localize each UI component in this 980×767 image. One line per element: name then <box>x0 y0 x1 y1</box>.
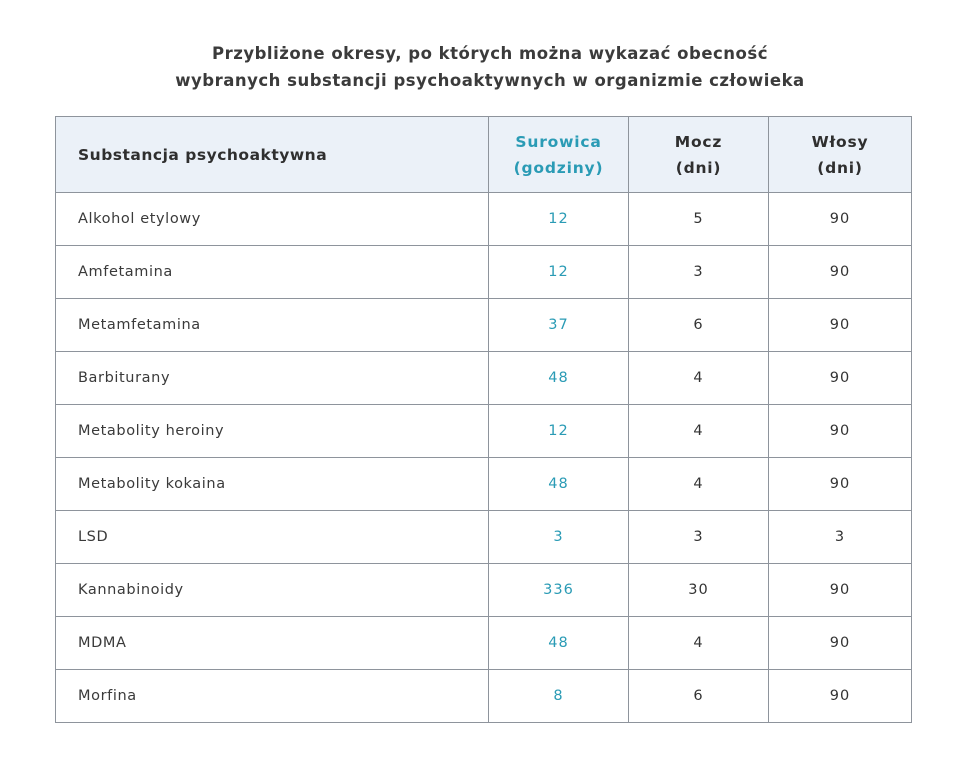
hair-value-cell: 90 <box>768 404 912 458</box>
serum-value-cell: 12 <box>488 245 629 299</box>
urine-value-cell: 5 <box>628 192 769 246</box>
column-header-urine-line2: (dni) <box>675 158 722 177</box>
table-row: Alkohol etylowy 12 5 90 <box>55 192 912 246</box>
column-header-substance: Substancja psychoaktywna <box>55 116 489 193</box>
hair-value-cell: 90 <box>768 457 912 511</box>
substance-name-cell: Metamfetamina <box>55 298 489 352</box>
substance-name-cell: Metabolity heroiny <box>55 404 489 458</box>
column-header-urine-line1: Mocz <box>674 132 723 151</box>
header-row: Substancja psychoaktywna Surowica (godzi… <box>55 116 912 193</box>
substance-name-cell: Amfetamina <box>55 245 489 299</box>
table-row: Morfina 8 6 90 <box>55 669 912 723</box>
substance-name-cell: Metabolity kokaina <box>55 457 489 511</box>
serum-value-cell: 8 <box>488 669 629 723</box>
column-header-hair-line2: (dni) <box>817 158 863 177</box>
table-row: Amfetamina 12 3 90 <box>55 245 912 299</box>
table-header: Substancja psychoaktywna Surowica (godzi… <box>55 116 912 193</box>
serum-value-cell: 37 <box>488 298 629 352</box>
urine-value-cell: 6 <box>628 298 769 352</box>
substance-name-cell: Alkohol etylowy <box>55 192 489 246</box>
serum-value-cell: 3 <box>488 510 629 564</box>
hair-value-cell: 90 <box>768 351 912 405</box>
serum-value-cell: 48 <box>488 351 629 405</box>
title-line-1: Przybliżone okresy, po których można wyk… <box>212 44 768 63</box>
table-row: LSD 3 3 3 <box>55 510 912 564</box>
column-header-serum-line1: Surowica <box>515 132 602 151</box>
hair-value-cell: 90 <box>768 298 912 352</box>
urine-value-cell: 3 <box>628 245 769 299</box>
table-row: Metamfetamina 37 6 90 <box>55 298 912 352</box>
substance-detection-table: Substancja psychoaktywna Surowica (godzi… <box>55 116 912 723</box>
serum-value-cell: 48 <box>488 616 629 670</box>
urine-value-cell: 4 <box>628 404 769 458</box>
hair-value-cell: 3 <box>768 510 912 564</box>
serum-value-cell: 48 <box>488 457 629 511</box>
substance-table-container: Substancja psychoaktywna Surowica (godzi… <box>55 116 912 723</box>
table-body: Alkohol etylowy 12 5 90 Amfetamina 12 3 … <box>55 192 912 723</box>
substance-name-cell: Barbiturany <box>55 351 489 405</box>
urine-value-cell: 4 <box>628 616 769 670</box>
table-row: Barbiturany 48 4 90 <box>55 351 912 405</box>
substance-name-cell: MDMA <box>55 616 489 670</box>
serum-value-cell: 336 <box>488 563 629 617</box>
table-row: MDMA 48 4 90 <box>55 616 912 670</box>
urine-value-cell: 6 <box>628 669 769 723</box>
hair-value-cell: 90 <box>768 616 912 670</box>
substance-name-cell: Morfina <box>55 669 489 723</box>
urine-value-cell: 4 <box>628 457 769 511</box>
urine-value-cell: 30 <box>628 563 769 617</box>
hair-value-cell: 90 <box>768 245 912 299</box>
column-header-urine: Mocz (dni) <box>628 116 769 193</box>
column-header-hair: Włosy (dni) <box>768 116 912 193</box>
urine-value-cell: 4 <box>628 351 769 405</box>
column-header-hair-line1: Włosy <box>811 132 869 151</box>
urine-value-cell: 3 <box>628 510 769 564</box>
substance-name-cell: Kannabinoidy <box>55 563 489 617</box>
page-title: Przybliżone okresy, po których można wyk… <box>0 0 980 94</box>
substance-name-cell: LSD <box>55 510 489 564</box>
serum-value-cell: 12 <box>488 404 629 458</box>
column-header-serum-line2: (godziny) <box>513 158 604 177</box>
column-header-serum: Surowica (godziny) <box>488 116 629 193</box>
table-row: Kannabinoidy 336 30 90 <box>55 563 912 617</box>
table-row: Metabolity heroiny 12 4 90 <box>55 404 912 458</box>
serum-value-cell: 12 <box>488 192 629 246</box>
hair-value-cell: 90 <box>768 669 912 723</box>
title-line-2: wybranych substancji psychoaktywnych w o… <box>175 71 805 90</box>
hair-value-cell: 90 <box>768 192 912 246</box>
hair-value-cell: 90 <box>768 563 912 617</box>
table-row: Metabolity kokaina 48 4 90 <box>55 457 912 511</box>
